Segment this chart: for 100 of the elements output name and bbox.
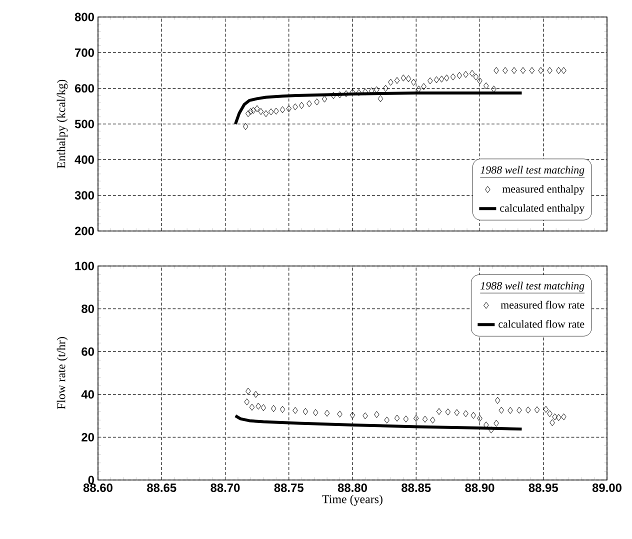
point <box>550 419 555 426</box>
point <box>477 77 482 84</box>
point <box>286 105 292 112</box>
point <box>494 67 499 74</box>
point <box>249 404 255 411</box>
point <box>502 67 508 74</box>
point <box>434 76 440 84</box>
point <box>520 67 526 74</box>
point <box>456 72 462 79</box>
point <box>547 67 552 74</box>
y-tick-label: 300 <box>74 191 94 200</box>
point <box>561 67 566 74</box>
y-tick-label: 200 <box>74 226 94 236</box>
point <box>543 406 549 413</box>
point <box>378 95 384 102</box>
x-tick-label: 88.90 <box>465 484 494 492</box>
y-tick-label: 60 <box>82 347 94 356</box>
point <box>388 78 394 86</box>
point <box>436 408 442 415</box>
point <box>244 398 250 406</box>
y-tick-label: 800 <box>74 12 94 22</box>
point <box>394 414 400 422</box>
point <box>403 416 409 422</box>
point <box>406 75 412 82</box>
y-tick-label: 400 <box>74 155 94 164</box>
point <box>516 406 522 414</box>
x-tick-label: 88.95 <box>528 484 558 492</box>
point <box>463 410 468 418</box>
y-tick-label: 100 <box>75 262 94 270</box>
y-tick-label: 40 <box>81 390 94 399</box>
point <box>488 426 494 434</box>
x-tick-label: 88.85 <box>402 484 431 492</box>
x-tick-label: 88.65 <box>147 484 176 492</box>
point <box>322 96 328 102</box>
point <box>400 74 406 82</box>
point <box>477 414 482 422</box>
point <box>270 405 276 412</box>
point <box>298 102 304 109</box>
point <box>427 77 433 84</box>
point <box>529 67 535 74</box>
point <box>552 413 558 420</box>
point <box>254 105 260 112</box>
point <box>260 404 266 412</box>
point <box>292 103 298 110</box>
point <box>525 406 531 414</box>
point <box>312 409 318 416</box>
point <box>556 414 562 421</box>
point <box>450 73 456 80</box>
point <box>534 406 540 414</box>
x-tick-label: 88.70 <box>210 484 240 492</box>
point <box>422 416 428 423</box>
point <box>498 406 504 414</box>
point <box>494 396 500 404</box>
point <box>292 407 298 414</box>
point <box>556 67 562 74</box>
legend-label: calculated enthalpy <box>500 204 585 214</box>
point <box>384 416 390 424</box>
point <box>280 406 286 413</box>
point <box>463 70 468 78</box>
point <box>491 86 496 92</box>
point <box>248 108 254 115</box>
point <box>337 410 342 418</box>
point <box>413 414 419 422</box>
point <box>362 88 368 96</box>
x-tick-label: 88.80 <box>338 484 367 492</box>
point <box>454 409 460 416</box>
point <box>256 402 261 410</box>
point <box>280 106 286 114</box>
x-tick-label: 88.75 <box>274 484 304 492</box>
point <box>444 74 450 82</box>
x-tick-label: 88.60 <box>83 484 112 492</box>
point <box>547 410 552 418</box>
point <box>445 408 451 416</box>
legend-label: measured enthalpy <box>502 184 585 195</box>
point <box>421 83 426 90</box>
point <box>258 108 264 115</box>
point <box>314 98 320 106</box>
point <box>483 82 489 90</box>
point <box>430 416 436 424</box>
line-series <box>234 414 524 431</box>
point <box>416 86 422 92</box>
point <box>538 67 544 74</box>
point <box>344 90 349 98</box>
y-axis-title: Flow rate (t/hr) <box>56 337 68 410</box>
point <box>246 388 251 395</box>
legend-label: calculated flow rate <box>498 320 584 328</box>
point <box>362 412 368 420</box>
point <box>508 407 513 414</box>
y-axis-title: Enthalpy (kcal/kg) <box>56 80 68 168</box>
point <box>253 390 258 398</box>
legend-label: measured flow rate <box>500 300 584 309</box>
point <box>330 92 336 99</box>
y-tick-label: 0 <box>88 476 94 484</box>
y-tick-label: 600 <box>74 84 94 93</box>
x-axis-title: Time (years) <box>322 494 382 506</box>
point <box>268 108 274 116</box>
point <box>263 110 269 118</box>
point <box>242 123 248 130</box>
point <box>511 67 517 74</box>
y-tick-label: 700 <box>75 48 94 57</box>
